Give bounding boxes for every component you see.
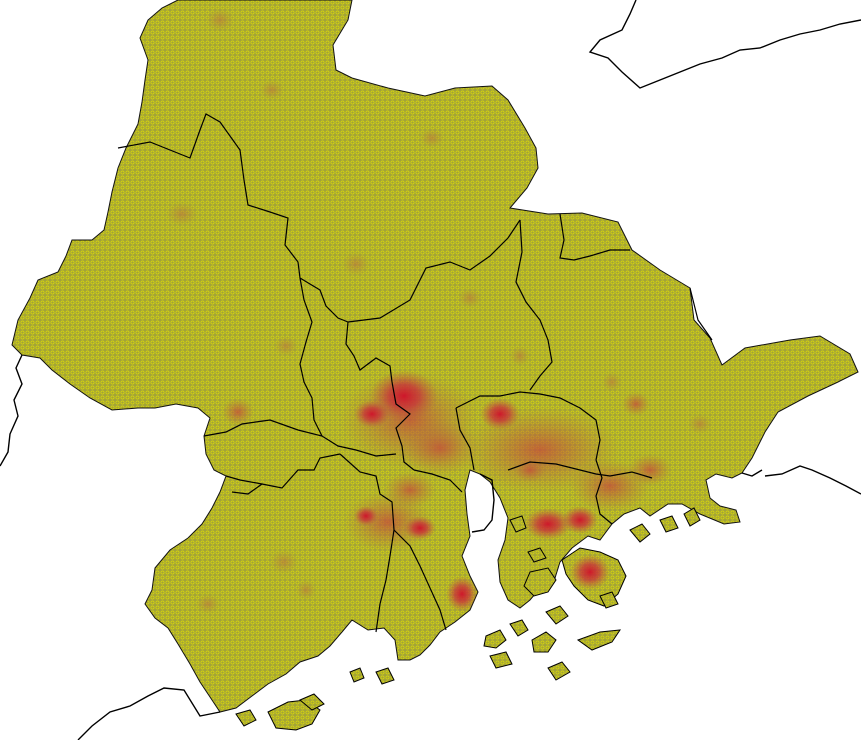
southern-peninsula [523, 547, 627, 607]
urban-core-south [446, 576, 478, 612]
admin-borders [117, 113, 713, 633]
town-scatter [166, 8, 712, 614]
urban-core-north [354, 370, 438, 428]
coastal-islands [235, 507, 701, 731]
urban-core-southeast [354, 506, 598, 540]
urban-core-east [480, 398, 546, 482]
mainland-region [11, 0, 859, 713]
